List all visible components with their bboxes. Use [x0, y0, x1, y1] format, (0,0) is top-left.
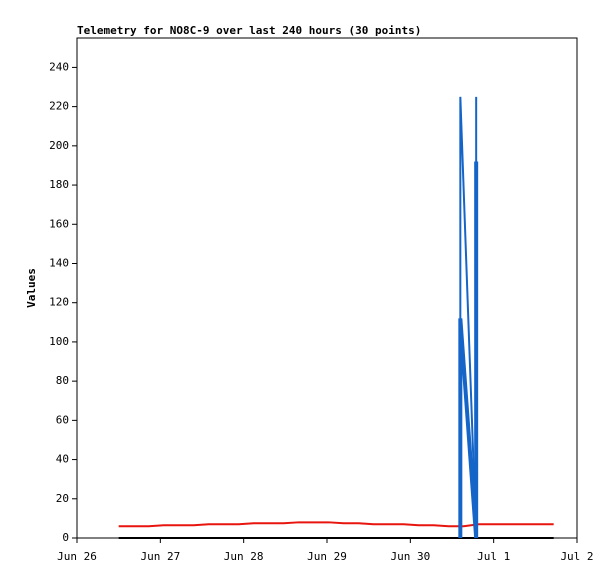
x-tick-label: Jul 1: [477, 550, 510, 563]
y-tick-label: 20: [56, 492, 69, 505]
y-tick-label: 220: [49, 100, 69, 113]
x-tick-label: Jun 26: [57, 550, 97, 563]
y-tick-label: 100: [49, 335, 69, 348]
series-line: [118, 521, 554, 528]
y-tick-label: 200: [49, 139, 69, 152]
plot-frame: [76, 37, 578, 539]
y-axis-label: Values: [25, 268, 38, 308]
y-tick-label: 120: [49, 296, 69, 309]
series-line: [459, 96, 478, 539]
x-tick-label: Jun 27: [140, 550, 180, 563]
x-tick-label: Jul 2: [560, 550, 593, 563]
y-tick-label: 180: [49, 178, 69, 191]
chart-title: Telemetry for NO8C-9 over last 240 hours…: [77, 24, 421, 37]
y-tick-label: 80: [56, 374, 69, 387]
y-tick-label: 60: [56, 413, 69, 426]
series-line: [458, 161, 479, 539]
y-tick-label: 40: [56, 453, 69, 466]
y-tick-label: 0: [62, 531, 69, 544]
y-tick-label: 240: [49, 60, 69, 73]
x-tick-label: Jun 28: [224, 550, 264, 563]
x-tick-label: Jun 30: [390, 550, 430, 563]
y-tick-label: 160: [49, 217, 69, 230]
y-tick-label: 140: [49, 256, 69, 269]
x-tick-label: Jun 29: [307, 550, 347, 563]
